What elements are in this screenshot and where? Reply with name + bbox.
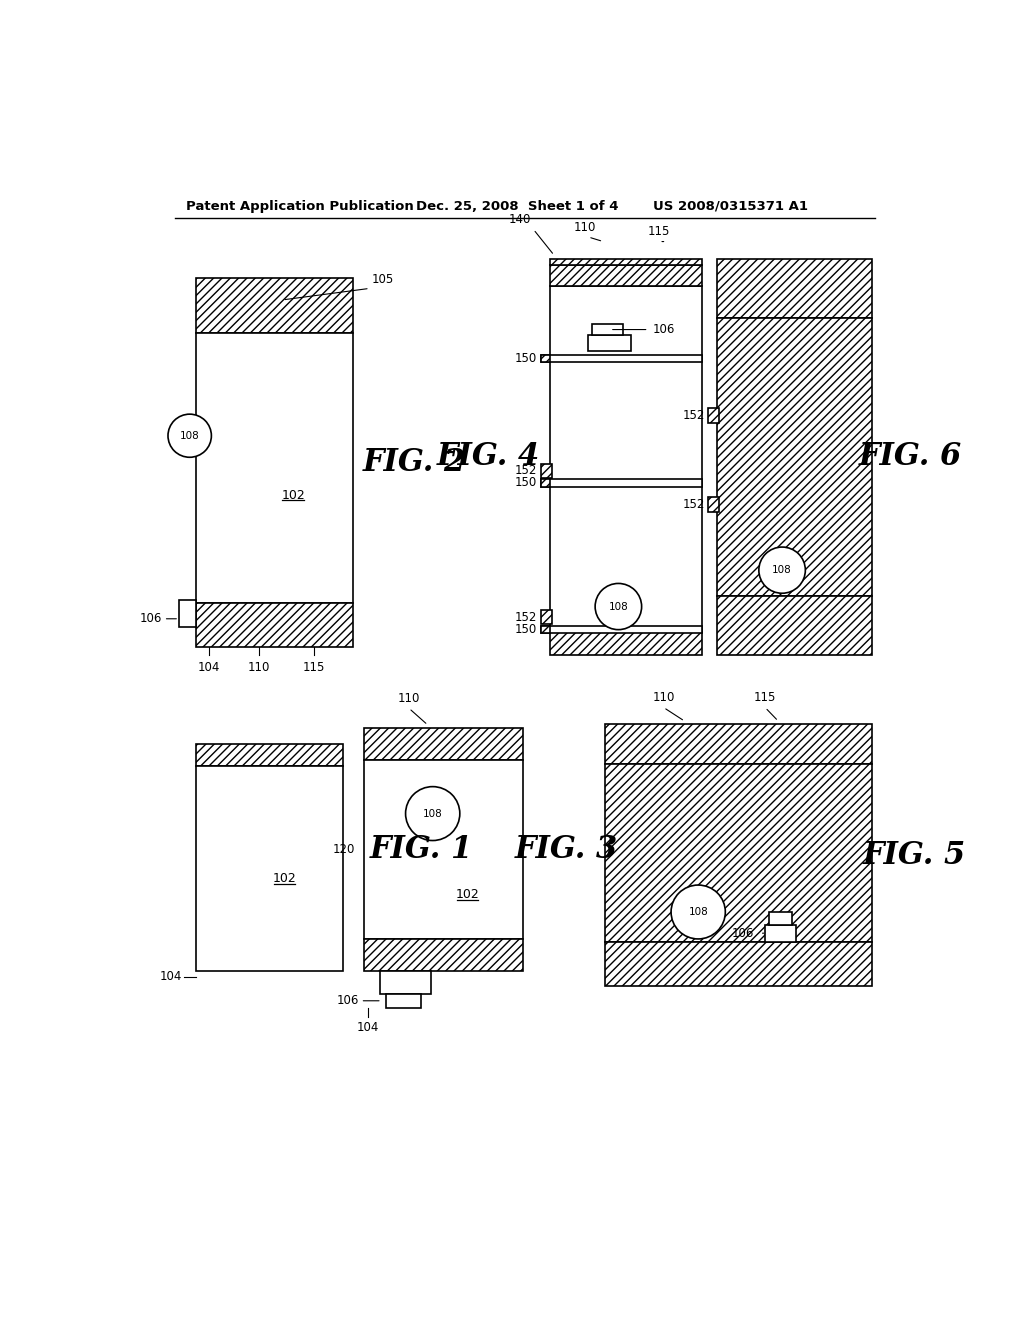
Bar bbox=[717, 259, 872, 318]
Text: FIG. 2: FIG. 2 bbox=[364, 447, 466, 478]
Bar bbox=[365, 729, 523, 760]
Bar bbox=[541, 626, 550, 634]
Bar bbox=[541, 355, 550, 362]
Bar bbox=[717, 595, 872, 655]
Text: 108: 108 bbox=[772, 565, 792, 576]
Text: 152: 152 bbox=[515, 611, 538, 624]
Text: 152: 152 bbox=[683, 409, 706, 422]
Bar bbox=[380, 970, 431, 994]
Bar bbox=[765, 925, 796, 941]
Circle shape bbox=[168, 414, 211, 457]
Text: 140: 140 bbox=[509, 213, 531, 226]
Text: 110: 110 bbox=[652, 692, 675, 705]
Text: FIG. 4: FIG. 4 bbox=[437, 441, 540, 471]
Bar bbox=[604, 941, 872, 986]
Text: FIG. 5: FIG. 5 bbox=[863, 840, 967, 871]
Circle shape bbox=[406, 787, 460, 841]
Text: 110: 110 bbox=[397, 692, 420, 705]
Bar bbox=[197, 603, 352, 647]
Bar bbox=[541, 479, 550, 487]
Text: 150: 150 bbox=[515, 623, 538, 636]
Text: 110: 110 bbox=[573, 220, 596, 234]
Bar bbox=[197, 743, 343, 767]
Text: 108: 108 bbox=[423, 809, 442, 818]
Bar bbox=[604, 763, 872, 941]
Bar bbox=[588, 335, 631, 351]
Circle shape bbox=[759, 546, 805, 593]
Bar bbox=[541, 626, 701, 634]
Bar bbox=[197, 277, 352, 333]
Bar bbox=[541, 463, 552, 478]
Text: FIG. 6: FIG. 6 bbox=[859, 441, 963, 471]
Bar bbox=[717, 318, 872, 595]
Text: FIG. 1: FIG. 1 bbox=[370, 834, 473, 865]
Text: 152: 152 bbox=[683, 498, 706, 511]
Text: 115: 115 bbox=[648, 226, 671, 239]
Text: 106: 106 bbox=[653, 323, 676, 337]
Text: 108: 108 bbox=[608, 602, 629, 611]
Text: 115: 115 bbox=[754, 692, 776, 705]
Bar bbox=[386, 994, 421, 1007]
Text: 105: 105 bbox=[372, 273, 394, 286]
Text: 106: 106 bbox=[732, 927, 755, 940]
Text: Patent Application Publication: Patent Application Publication bbox=[186, 199, 414, 213]
Text: 106: 106 bbox=[139, 612, 162, 626]
Bar bbox=[365, 940, 523, 970]
Text: 115: 115 bbox=[302, 661, 325, 675]
Text: 104: 104 bbox=[160, 970, 182, 983]
Bar bbox=[550, 632, 701, 655]
Text: US 2008/0315371 A1: US 2008/0315371 A1 bbox=[653, 199, 809, 213]
Text: 120: 120 bbox=[333, 843, 355, 855]
Text: 102: 102 bbox=[272, 873, 296, 886]
Text: 106: 106 bbox=[337, 994, 359, 1007]
Text: 102: 102 bbox=[456, 888, 479, 900]
Bar bbox=[541, 479, 701, 487]
Bar bbox=[197, 333, 352, 603]
Bar bbox=[541, 355, 701, 362]
Bar bbox=[550, 259, 701, 264]
Bar bbox=[179, 599, 197, 627]
Bar bbox=[708, 408, 719, 424]
Text: 110: 110 bbox=[248, 661, 270, 675]
Text: 108: 108 bbox=[688, 907, 708, 917]
Bar bbox=[541, 610, 552, 624]
Bar bbox=[769, 912, 793, 925]
Bar bbox=[708, 496, 719, 512]
Circle shape bbox=[595, 583, 642, 630]
Bar bbox=[604, 725, 872, 763]
Bar bbox=[365, 760, 523, 940]
Bar bbox=[550, 264, 701, 286]
Text: 108: 108 bbox=[180, 430, 200, 441]
Text: FIG. 3: FIG. 3 bbox=[514, 834, 617, 865]
Text: 104: 104 bbox=[198, 661, 220, 675]
Bar bbox=[550, 286, 701, 632]
Text: 150: 150 bbox=[515, 477, 538, 490]
Text: Dec. 25, 2008  Sheet 1 of 4: Dec. 25, 2008 Sheet 1 of 4 bbox=[417, 199, 618, 213]
Circle shape bbox=[671, 884, 725, 939]
Bar bbox=[592, 323, 623, 335]
Text: 150: 150 bbox=[515, 352, 538, 364]
Text: 104: 104 bbox=[357, 1020, 380, 1034]
Text: 152: 152 bbox=[515, 465, 538, 477]
Bar bbox=[197, 767, 343, 970]
Text: 102: 102 bbox=[282, 488, 305, 502]
